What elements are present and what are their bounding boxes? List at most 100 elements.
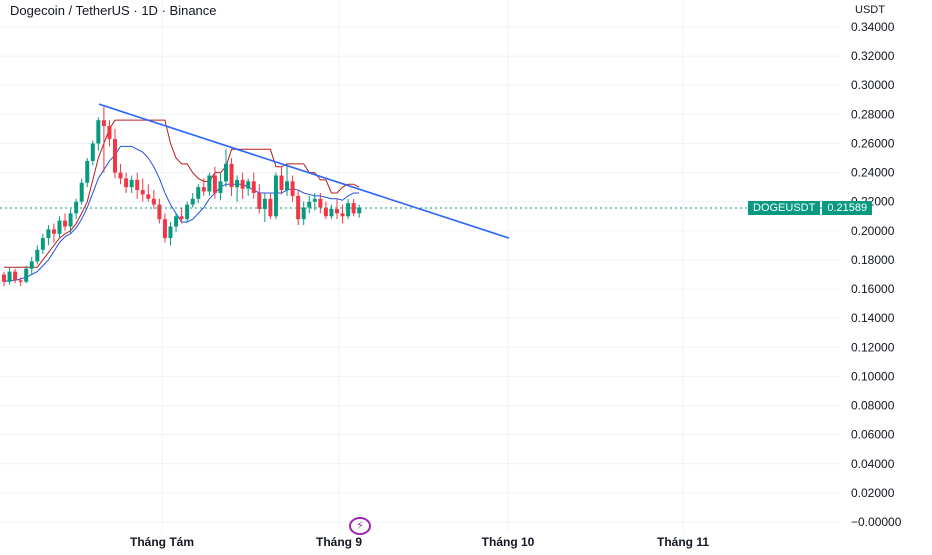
lightning-bolt-icon[interactable]: ⚡ [349, 517, 371, 535]
candle-body [7, 271, 12, 282]
price-axis[interactable]: 0.34000 0.32000 0.30000 0.28000 0.26000 0.240… [851, 20, 902, 529]
candle [13, 268, 18, 284]
candle [85, 158, 90, 188]
candle-body [307, 201, 312, 208]
candle-body [179, 216, 184, 220]
candle [113, 128, 117, 179]
candle-body [312, 198, 317, 202]
candle-body [357, 207, 362, 214]
candle [68, 208, 73, 234]
candle-body [218, 181, 223, 193]
candle-body [51, 229, 56, 234]
candle [157, 198, 162, 224]
separator: · [161, 3, 166, 18]
candle-body [79, 182, 84, 202]
price-tick-label: 0.16000 [851, 282, 895, 296]
time-tick-label: Tháng 11 [657, 535, 709, 549]
candle [79, 178, 84, 205]
candle [2, 271, 6, 287]
candle [179, 207, 184, 224]
price-tick-label: 0.08000 [851, 399, 895, 413]
candle [162, 213, 167, 243]
candle-body [279, 175, 284, 191]
candle-body [151, 198, 156, 205]
candle [174, 213, 179, 233]
candle [251, 172, 256, 199]
candles [2, 105, 362, 287]
candle [329, 204, 334, 220]
price-tick-label: 0.34000 [851, 20, 895, 34]
candle-body [162, 219, 167, 239]
candle [51, 223, 56, 243]
candle [246, 178, 251, 196]
price-tick-label: 0.26000 [851, 136, 895, 150]
candle-body [290, 181, 295, 196]
candle [285, 163, 290, 196]
separator: · [133, 3, 138, 18]
symbol-name[interactable]: Dogecoin / TetherUS [10, 3, 130, 18]
candle-body [107, 126, 112, 140]
candle-body [351, 203, 356, 214]
candle [46, 225, 51, 246]
candle [40, 233, 45, 255]
price-tick-label: 0.30000 [851, 78, 895, 92]
candle [357, 204, 362, 218]
candle-body [207, 175, 212, 192]
candle-body [190, 198, 195, 205]
candle-body [146, 194, 151, 199]
price-tick-label: 0.18000 [851, 253, 895, 267]
candle [107, 120, 112, 147]
candle [212, 166, 217, 199]
candle-body [18, 280, 23, 282]
time-tick-label: Tháng 9 [316, 535, 362, 549]
candle [129, 175, 134, 193]
candle-body [201, 187, 206, 192]
candle-body [235, 179, 240, 188]
candle-body [129, 179, 134, 188]
candle-body [85, 160, 90, 183]
candle [290, 175, 295, 202]
candle-body [29, 261, 34, 269]
price-tick-label: 0.04000 [851, 457, 895, 471]
price-tick-label: 0.32000 [851, 49, 895, 63]
candle [57, 216, 62, 239]
candle [151, 190, 156, 209]
candle [96, 117, 101, 151]
chart-title: Dogecoin / TetherUS · 1D · Binance [10, 3, 217, 18]
candle-body [140, 190, 145, 195]
candle [224, 149, 228, 188]
interval[interactable]: 1D [141, 3, 158, 18]
candle [185, 201, 190, 223]
grid [0, 0, 840, 532]
candle-body [273, 175, 278, 217]
time-tick-label: Tháng Tám [130, 535, 194, 549]
time-axis[interactable]: Tháng Tám Tháng 9 Tháng 10 Tháng 11 [130, 535, 709, 549]
candle-body [229, 163, 234, 188]
trendline-drawing[interactable] [98, 103, 510, 239]
channel-upper-line [4, 119, 360, 268]
descending-trendline[interactable] [98, 103, 510, 239]
price-unit[interactable]: USDT [855, 4, 885, 16]
candle-body [285, 181, 290, 191]
candle [168, 222, 173, 246]
candle-body [63, 220, 68, 227]
candle [63, 213, 68, 231]
candle-body [329, 208, 334, 217]
price-tick-label: 0.10000 [851, 369, 895, 383]
candle [118, 163, 123, 185]
candle [235, 175, 240, 202]
price-channel [3, 119, 360, 283]
candle [346, 198, 351, 220]
price-tick-label: −0.00000 [851, 515, 902, 529]
candle-body [257, 192, 262, 209]
candle [273, 172, 278, 220]
candle-body [40, 238, 45, 250]
candle-body [57, 220, 62, 234]
candle [196, 184, 201, 204]
time-tick-label: Tháng 10 [482, 535, 535, 549]
price-tick-label: 0.20000 [851, 224, 895, 238]
candle-body [124, 178, 129, 188]
candle-body [168, 226, 173, 239]
